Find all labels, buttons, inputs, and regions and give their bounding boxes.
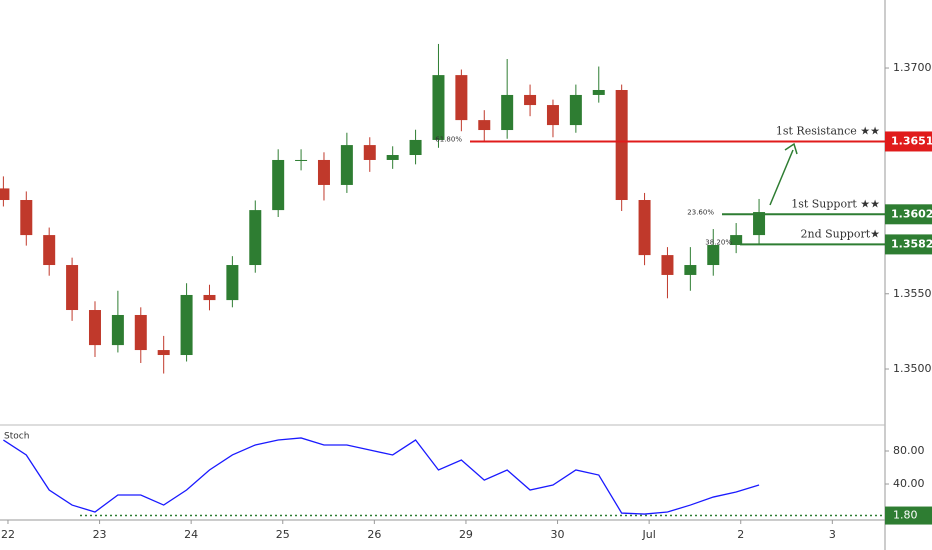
candle-body <box>226 265 239 301</box>
level-name: 2nd Support★ <box>801 227 881 240</box>
candle-body <box>615 89 628 201</box>
candle-body <box>272 159 285 211</box>
x-tick-label: Jul <box>641 528 655 541</box>
candle-body <box>88 310 101 346</box>
y-tick-label: 1.37000 <box>893 61 932 74</box>
candle-body <box>661 255 674 275</box>
candle-body <box>295 159 308 161</box>
candle-body <box>455 75 468 121</box>
candle-body <box>203 294 216 301</box>
x-tick-label: 25 <box>276 528 290 541</box>
candle-body <box>20 200 33 236</box>
x-tick-label: 30 <box>551 528 565 541</box>
x-tick-label: 23 <box>93 528 107 541</box>
x-tick-label: 24 <box>184 528 198 541</box>
level-name: 1st Support ★★ <box>791 197 880 210</box>
projection-arrow <box>769 149 794 206</box>
x-tick-label: 26 <box>367 528 381 541</box>
y-tick-label: 1.35000 <box>893 362 932 375</box>
candle-body <box>432 75 445 140</box>
candle-body <box>684 265 697 275</box>
candle-body <box>157 350 170 356</box>
candle-body <box>478 120 491 131</box>
stoch-label-box <box>885 506 932 525</box>
candle-body <box>340 145 353 185</box>
price-label-box <box>885 204 932 225</box>
candle-body <box>180 294 193 356</box>
candle-body <box>409 139 422 156</box>
candle-body <box>386 155 399 160</box>
price-label-box <box>885 234 932 255</box>
x-tick-label: 3 <box>829 528 836 541</box>
candle-body <box>43 235 56 266</box>
stoch-tick-label: 40.00 <box>893 477 925 490</box>
candle-body <box>317 159 330 185</box>
stoch-line <box>3 437 760 515</box>
stoch-title: Stoch <box>4 432 29 442</box>
candle-body <box>753 212 766 236</box>
stoch-label: 1.80 <box>893 509 918 522</box>
candle-body <box>707 245 720 266</box>
price-label-box <box>885 131 932 152</box>
y-tick-label: 1.35500 <box>893 287 932 300</box>
arrow-head <box>784 142 798 155</box>
candle-body <box>501 94 514 131</box>
price-label: 1.36512 <box>891 134 932 147</box>
candle-body <box>524 94 537 106</box>
candle-body <box>730 235 743 246</box>
x-tick-label: 22 <box>1 528 15 541</box>
candle-body <box>638 200 651 256</box>
candle-body <box>0 188 10 201</box>
candle-body <box>66 265 79 311</box>
stoch-tick-label: 80.00 <box>893 444 925 457</box>
candle-body <box>592 89 605 95</box>
candle-body <box>569 94 582 126</box>
x-tick-label: 2 <box>737 528 744 541</box>
candle-body <box>363 145 376 160</box>
level-name: 1st Resistance ★★ <box>776 124 880 137</box>
candle-body <box>111 314 124 346</box>
candle-body <box>134 314 147 351</box>
price-label: 1.35828 <box>891 237 932 250</box>
x-tick-label: 29 <box>459 528 473 541</box>
price-label: 1.36028 <box>891 207 932 220</box>
fib-label: 23.60% <box>687 208 714 216</box>
candle-body <box>249 210 262 266</box>
candle-body <box>546 105 559 126</box>
fib-label: 61.80% <box>435 135 462 143</box>
fib-label: 38.20% <box>705 238 732 246</box>
